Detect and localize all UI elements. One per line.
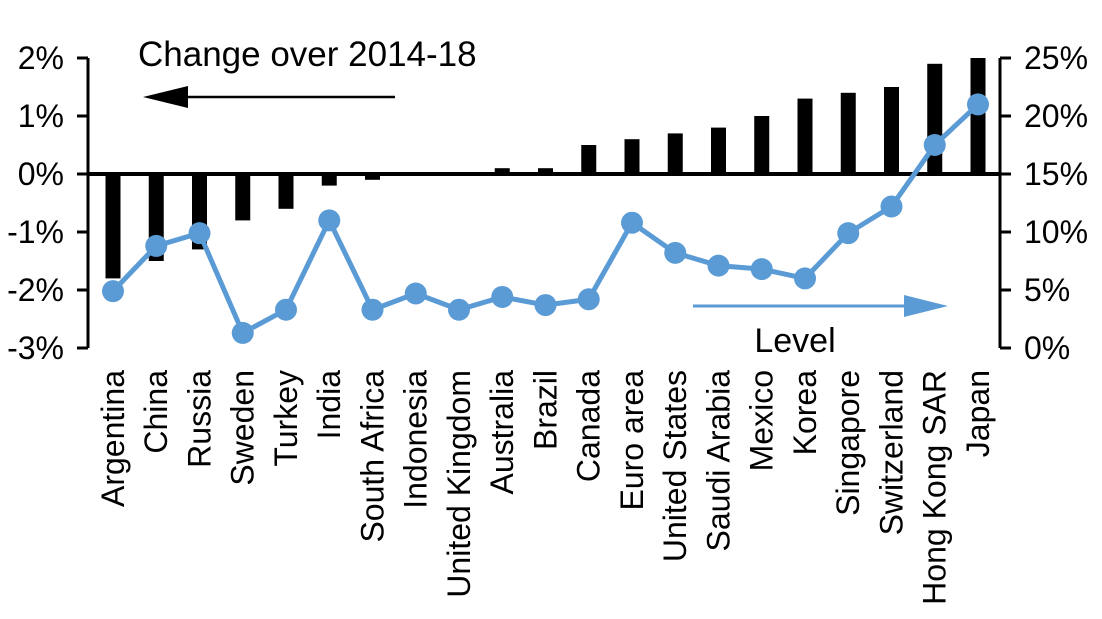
right-axis-tick-label: 0% <box>1024 330 1070 366</box>
bar-series-label: Change over 2014-18 <box>138 35 477 74</box>
bar-australia <box>494 168 510 174</box>
left-axis-tick-label: -2% <box>7 272 64 308</box>
x-label-argentina: Argentina <box>95 370 131 507</box>
bar-singapore <box>840 92 856 174</box>
level-dot-mexico <box>750 258 773 281</box>
left-axis-tick-label: 2% <box>18 40 64 76</box>
bar-switzerland <box>884 87 899 174</box>
x-label-euro-area: Euro area <box>614 370 650 511</box>
x-label-korea: Korea <box>787 370 823 456</box>
level-dot-united-states <box>664 241 687 264</box>
right-axis-tick-label: 25% <box>1024 40 1088 76</box>
left-axis-tick-label: -1% <box>7 214 64 250</box>
level-dot-russia <box>188 222 211 245</box>
x-label-united-kingdom: United Kingdom <box>441 370 477 598</box>
level-dot-south-africa <box>361 298 384 321</box>
x-label-hong-kong-sar: Hong Kong SAR <box>917 370 953 605</box>
bar-argentina <box>105 174 121 279</box>
level-dot-united-kingdom <box>448 298 470 321</box>
bar-saudi-arabia <box>711 127 726 174</box>
x-label-singapore: Singapore <box>830 370 866 516</box>
level-dot-turkey <box>275 298 297 321</box>
level-dot-sweden <box>231 321 254 344</box>
x-label-australia: Australia <box>484 370 520 495</box>
x-label-saudi-arabia: Saudi Arabia <box>700 370 736 552</box>
bar-turkey <box>278 174 294 209</box>
line-series-label: Level <box>754 322 836 360</box>
bar-india <box>321 174 337 186</box>
x-label-turkey: Turkey <box>268 370 304 467</box>
x-label-japan: Japan <box>960 370 996 457</box>
x-label-united-states: United States <box>657 370 693 562</box>
x-label-brazil: Brazil <box>527 370 563 450</box>
level-dot-switzerland <box>880 195 903 218</box>
level-dot-japan <box>967 93 989 116</box>
right-axis-tick-label: 10% <box>1024 214 1088 250</box>
level-dot-korea <box>794 267 816 290</box>
level-dot-euro-area <box>621 211 643 234</box>
bar-brazil <box>538 168 553 174</box>
level-arrow-right-icon <box>904 295 948 317</box>
level-dot-canada <box>577 288 600 311</box>
change-arrow-left-icon <box>143 86 188 108</box>
level-dot-singapore <box>837 222 860 245</box>
left-axis-tick-label: -3% <box>7 330 64 366</box>
right-axis-tick-label: 20% <box>1024 98 1088 134</box>
right-axis-tick-label: 15% <box>1024 156 1088 192</box>
x-label-south-africa: South Africa <box>354 370 390 543</box>
x-label-canada: Canada <box>571 370 607 482</box>
left-axis-tick-label: 0% <box>18 156 64 192</box>
level-dot-india <box>318 209 341 232</box>
bar-united-states <box>667 133 683 174</box>
level-dot-argentina <box>102 280 124 303</box>
x-label-russia: Russia <box>181 370 217 468</box>
left-axis-tick-label: 1% <box>18 98 64 134</box>
bar-japan <box>970 58 986 174</box>
bar-canada <box>581 145 597 174</box>
x-label-china: China <box>138 370 174 454</box>
x-label-switzerland: Switzerland <box>873 370 909 535</box>
bar-hong-kong-sar <box>927 63 943 174</box>
bar-mexico <box>754 116 770 174</box>
x-label-india: India <box>311 370 347 440</box>
level-dot-saudi-arabia <box>707 254 730 277</box>
bar-euro-area <box>624 139 640 174</box>
bar-south-africa <box>365 174 380 180</box>
x-label-sweden: Sweden <box>225 370 261 486</box>
level-dot-china <box>145 234 168 257</box>
bar-korea <box>797 98 813 174</box>
level-dot-indonesia <box>404 282 427 305</box>
level-dot-brazil <box>534 294 557 317</box>
x-label-mexico: Mexico <box>744 370 780 471</box>
x-label-indonesia: Indonesia <box>398 370 434 509</box>
level-dot-hong-kong-sar <box>923 134 946 156</box>
bar-sweden <box>235 174 251 221</box>
right-axis-tick-label: 5% <box>1024 272 1070 308</box>
level-dot-australia <box>491 285 514 308</box>
